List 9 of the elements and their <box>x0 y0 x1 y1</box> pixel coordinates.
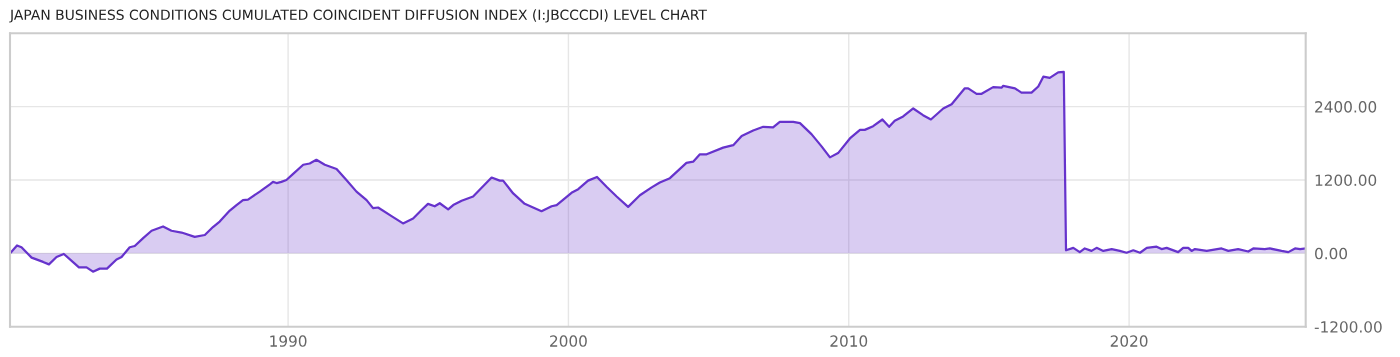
x-tick-label: 1990 <box>270 335 307 347</box>
y-tick-label: -1200.00 <box>1314 321 1382 333</box>
y-tick-label: 2400.00 <box>1315 101 1377 113</box>
x-tick-label: 2010 <box>830 335 868 347</box>
chart-title: JAPAN BUSINESS CONDITIONS CUMULATED COINCIDENT DIFFUSION INDEX (I:JBCCCDI) LEVEL CHART <box>9 9 707 23</box>
x-tick-label: 2020 <box>1110 335 1148 347</box>
x-tick-label: 2000 <box>550 335 587 347</box>
y-tick-label: 0.00 <box>1315 247 1348 260</box>
y-tick-label: 1200.00 <box>1315 174 1377 187</box>
